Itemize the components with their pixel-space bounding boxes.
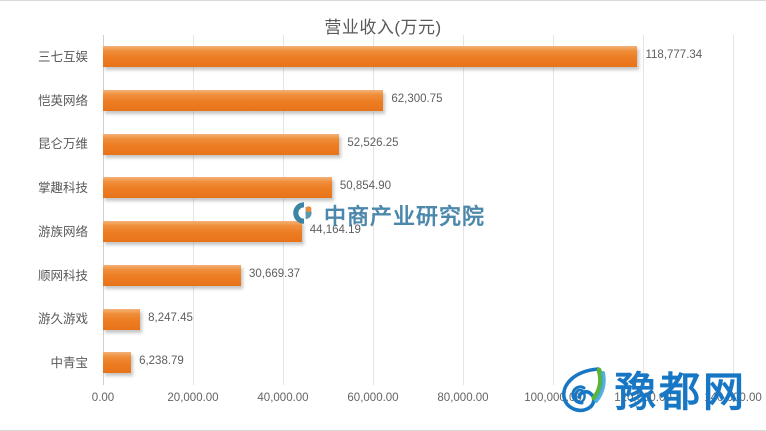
bar-value-label: 44,164.19 (309, 224, 361, 236)
category-label: 昆仑万维 (37, 137, 88, 152)
value-tick-label: 120,000.00 (614, 392, 672, 404)
category-label: 中青宝 (50, 356, 88, 371)
gridline (463, 35, 464, 385)
value-tick-label: 20,000.00 (167, 392, 219, 404)
category-label: 顺网科技 (37, 268, 88, 283)
category-label: 恺英网络 (37, 93, 88, 108)
category-label: 三七互娱 (37, 49, 88, 64)
bar-row[interactable]: 62,300.75 (103, 79, 733, 123)
gridline (103, 35, 104, 385)
bar-value-label: 118,777.34 (645, 49, 703, 61)
bar-row[interactable]: 118,777.34 (103, 35, 733, 79)
bar-row[interactable]: 6,238.79 (103, 341, 733, 385)
value-tick-label: 80,000.00 (437, 392, 489, 404)
bar-value-label: 6,238.79 (139, 355, 184, 368)
category-axis: 三七互娱恺英网络昆仑万维掌趣科技游族网络顺网科技游久游戏中青宝 (0, 35, 96, 385)
value-tick-label: 140,000.00 (704, 392, 762, 404)
bar-value-label: 30,669.37 (249, 267, 301, 280)
category-label: 游族网络 (37, 224, 88, 239)
bar[interactable] (103, 352, 132, 374)
bar-row[interactable]: 8,247.45 (103, 298, 733, 342)
bar[interactable] (103, 46, 638, 67)
chart-title: 营业收入(万元) (324, 18, 442, 37)
bar[interactable] (103, 221, 302, 242)
bar[interactable] (103, 264, 241, 286)
bar-row[interactable]: 52,526.25 (103, 123, 733, 167)
bar-value-label: 52,526.25 (347, 136, 399, 149)
value-tick-label: 40,000.00 (257, 392, 309, 404)
gridline (553, 35, 554, 385)
category-label: 掌趣科技 (37, 181, 88, 196)
gridline (283, 35, 284, 385)
value-axis: 0.00 20,000.00 40,000.00 60,000.00 80,000.00… (0, 391, 766, 413)
gridline (733, 35, 734, 385)
gridline (373, 35, 374, 385)
value-tick-label: 60,000.00 (347, 392, 399, 404)
plot-area: 118,777.34 62,300.75 52,526.25 50,854.90 44,… (103, 35, 734, 385)
value-tick-label: 100,000.00 (524, 392, 582, 404)
bar-value-label: 62,300.75 (391, 92, 443, 105)
gridline (193, 35, 194, 385)
bar-row[interactable]: 44,164.19 (103, 210, 733, 254)
bar[interactable] (103, 133, 340, 155)
bar-row[interactable]: 30,669.37 (103, 254, 733, 298)
bar[interactable] (103, 89, 384, 111)
gridline (643, 35, 644, 385)
bar-value-label: 8,247.45 (148, 311, 193, 324)
category-label: 游久游戏 (37, 312, 88, 327)
value-tick-label: 0.00 (91, 392, 115, 404)
bar[interactable] (103, 177, 332, 199)
bar[interactable] (103, 308, 141, 330)
bar-row[interactable]: 50,854.90 (103, 166, 733, 210)
bar-value-label: 50,854.90 (339, 180, 392, 193)
